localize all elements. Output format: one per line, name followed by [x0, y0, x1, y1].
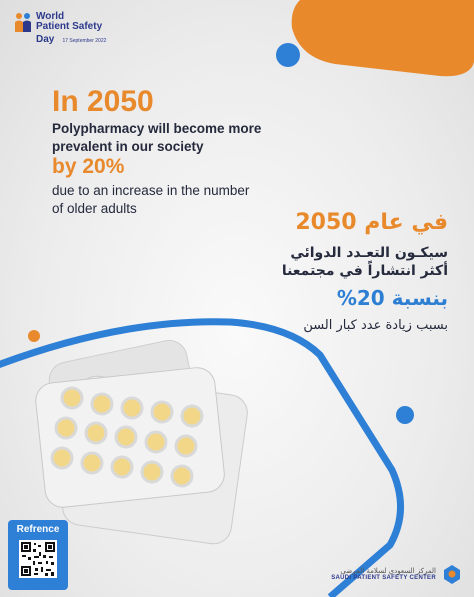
arabic-year-heading: في عام 2050	[295, 210, 448, 235]
arabic-percent-heading: بنسبة 20%	[336, 286, 448, 310]
arabic-reason: بسبب زيادة عدد كبار السن	[303, 318, 448, 333]
logo-title-line1: World	[36, 11, 65, 22]
english-percent-heading: by 20%	[52, 155, 125, 178]
footer-arabic-name: المركز السعودي لسلامة المرضى	[340, 567, 436, 575]
saudi-patient-safety-center-logo: المركز السعودي لسلامة المرضى SAUDI PATIE…	[331, 563, 462, 585]
reference-qr-card[interactable]: Refrence	[8, 520, 68, 590]
blue-dot-mid	[396, 406, 414, 424]
blue-dot-top	[276, 43, 300, 67]
logo-title-line2: Patient Safety	[36, 21, 103, 32]
english-reason: due to an increase in the number of olde…	[52, 183, 250, 216]
pill-blister-illustration	[35, 339, 248, 545]
english-statement: Polypharmacy will become more prevalent …	[52, 121, 262, 154]
spsc-emblem-icon	[444, 565, 460, 584]
english-year-heading: In 2050	[52, 85, 154, 118]
reference-label: Refrence	[16, 524, 60, 535]
blue-hex-outline	[0, 318, 404, 597]
orange-blob-shape	[291, 0, 474, 77]
qr-code-icon[interactable]	[19, 540, 57, 578]
people-figures-icon	[15, 13, 31, 32]
orange-dot	[28, 330, 40, 342]
arabic-statement-line-a: سيكـون التعـدد الدوائي	[290, 245, 448, 261]
arabic-statement-line-b: أكثر انتشاراً في مجتمعنا	[281, 263, 448, 279]
arabic-statement: سيكـون التعـدد الدوائي أكثر انتشاراً في …	[208, 244, 448, 280]
logo-title-line3: Day	[36, 34, 55, 45]
logo-date: 17 September 2022	[62, 38, 107, 44]
footer-english-name: SAUDI PATIENT SAFETY CENTER	[331, 575, 436, 581]
world-patient-safety-day-logo: World Patient Safety Day 17 September 20…	[14, 12, 106, 46]
